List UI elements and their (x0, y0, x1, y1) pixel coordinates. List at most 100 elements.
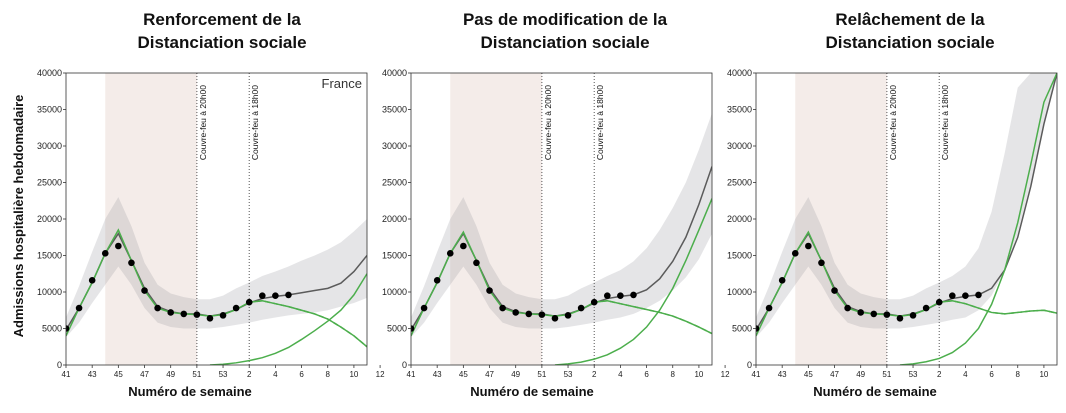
observed-point (259, 292, 266, 299)
x-tick-label: 2 (592, 370, 597, 379)
observed-point (756, 325, 760, 332)
observed-point (420, 304, 428, 312)
observed-point (512, 309, 519, 316)
panel-2-xlabel: Numéro de semaine (470, 384, 594, 399)
y-tick-label: 25000 (37, 178, 62, 188)
observed-point (460, 242, 467, 250)
observed-point (446, 250, 454, 257)
observed-point (101, 250, 109, 257)
x-tick-label: 4 (618, 370, 623, 379)
observed-point (128, 259, 135, 267)
observed-point (630, 291, 637, 299)
observed-point (896, 314, 904, 322)
x-tick-label: 43 (88, 370, 97, 379)
y-tick-label: 35000 (37, 105, 62, 115)
x-tick-label: 47 (485, 370, 494, 379)
y-tick-label: 35000 (382, 105, 407, 115)
y-tick-label: 5000 (42, 324, 62, 334)
observed-point (564, 312, 572, 319)
observed-point (922, 304, 930, 312)
y-tick-label: 20000 (727, 214, 752, 224)
panel-3-title: Relâchement de la Distanciation sociale (825, 10, 995, 52)
series-line-2 (756, 230, 1057, 337)
confidence-band (66, 197, 367, 338)
x-tick-label: 43 (433, 370, 442, 379)
y-tick-label: 40000 (727, 68, 752, 78)
x-tick-label: 10 (694, 370, 703, 379)
x-tick-label: 51 (882, 370, 891, 379)
observed-point (949, 292, 956, 299)
x-tick-label: 10 (349, 370, 358, 379)
observed-point (473, 259, 480, 267)
y-tick-label: 30000 (37, 141, 62, 151)
y-tick-label: 25000 (727, 178, 752, 188)
x-tick-label: 47 (140, 370, 149, 379)
observed-point (935, 298, 943, 306)
observed-point (411, 325, 415, 332)
y-tick-label: 30000 (382, 141, 407, 151)
plot-area (756, 73, 1057, 365)
x-tick-label: 2 (247, 370, 252, 379)
x-tick-label: 6 (644, 370, 649, 379)
observed-point (791, 250, 799, 257)
observed-point (617, 292, 624, 299)
x-tick-label: 49 (511, 370, 520, 379)
x-tick-label: 41 (752, 370, 761, 379)
x-tick-label: 51 (537, 370, 546, 379)
y-tick-label: 0 (747, 360, 752, 370)
series-line-2 (66, 228, 367, 348)
observed-point (499, 304, 506, 312)
y-tick-label: 0 (57, 360, 62, 370)
y-tick-label: 35000 (727, 105, 752, 115)
y-tick-label: 15000 (37, 251, 62, 261)
panel-1-xlabel: Numéro de semaine (128, 384, 252, 399)
plot-area (411, 73, 712, 365)
observed-point (857, 309, 864, 316)
series-line-4 (209, 273, 367, 365)
observed-point (193, 311, 201, 318)
observed-point (232, 304, 240, 312)
observed-point (765, 304, 773, 312)
y-tick-label: 15000 (727, 251, 752, 261)
y-tick-label: 10000 (382, 287, 407, 297)
observed-point (805, 242, 812, 250)
y-tick-label: 0 (402, 360, 407, 370)
y-tick-label: 10000 (37, 287, 62, 297)
panel-1-title: Renforcement de la Distanciation sociale (137, 10, 307, 52)
series-line-4 (899, 73, 1057, 365)
x-tick-label: 12 (376, 370, 385, 379)
x-tick-label: 41 (62, 370, 71, 379)
y-tick-label: 20000 (37, 214, 62, 224)
event-label-2: Couvre-feu à 18h00 (250, 85, 260, 160)
series-line-3 (939, 300, 1057, 315)
y-tick-label: 5000 (387, 324, 407, 334)
observed-point (272, 292, 279, 299)
x-tick-label: 41 (407, 370, 416, 379)
observed-point (219, 312, 227, 319)
observed-point (962, 292, 969, 299)
chart-panel-3: 0 5000 10000 15000 20000 25000 30000 35000 40000… (727, 68, 1066, 379)
observed-point (167, 309, 174, 316)
x-tick-label: 51 (192, 370, 201, 379)
panel-2-title: Pas de modification de la Distanciation … (462, 10, 668, 52)
y-tick-label: 15000 (382, 251, 407, 261)
observed-point (778, 277, 786, 284)
chart-panel-2: 0 5000 10000 15000 20000 25000 30000 35000 40000… (382, 68, 730, 379)
event-label-1: Couvre-feu à 20h00 (543, 85, 553, 160)
x-tick-label: 53 (909, 370, 918, 379)
x-tick-label: 8 (326, 370, 331, 379)
y-tick-label: 40000 (37, 68, 62, 78)
x-tick-label: 4 (273, 370, 278, 379)
observed-point (486, 287, 493, 294)
panel-3-xlabel: Numéro de semaine (813, 384, 937, 399)
event-label-2: Couvre-feu à 18h00 (940, 85, 950, 160)
x-tick-label: 49 (166, 370, 175, 379)
observed-point (66, 325, 70, 332)
y-tick-label: 10000 (727, 287, 752, 297)
observed-point (909, 312, 917, 319)
observed-point (525, 310, 533, 318)
y-tick-label: 25000 (382, 178, 407, 188)
x-tick-label: 4 (963, 370, 968, 379)
observed-point (844, 304, 851, 312)
x-tick-label: 6 (299, 370, 304, 379)
